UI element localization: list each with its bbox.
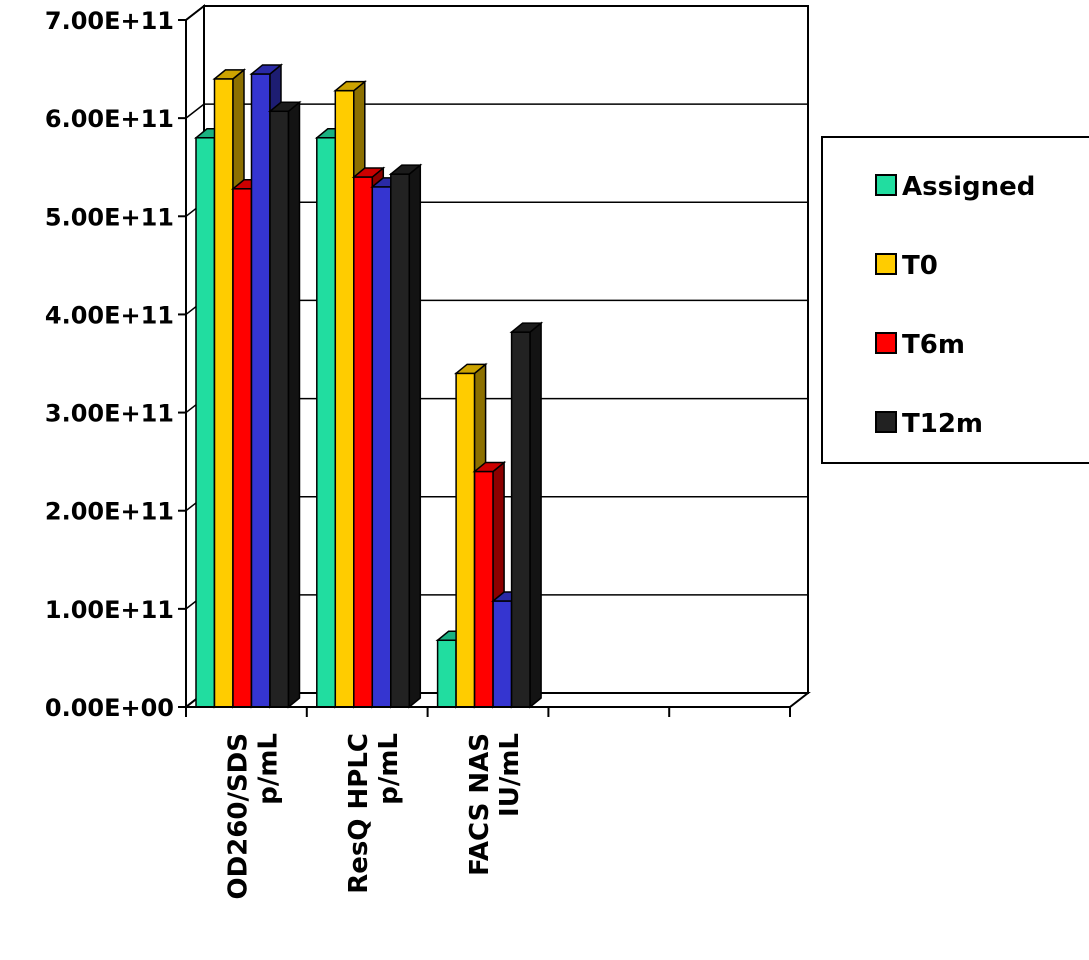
bar-top	[267, 101, 302, 113]
bar-front	[269, 110, 290, 708]
y-tick-label: 3.00E+11	[45, 400, 174, 428]
bar-top	[333, 80, 367, 92]
legend-label-t12m: T12m	[902, 409, 983, 439]
legend: Assigned T0 T6m T12m	[821, 136, 1089, 464]
bar-front	[232, 188, 253, 708]
bar-front	[492, 600, 513, 708]
x-category-label-line: p/mL	[374, 733, 404, 805]
y-tick-label: 6.00E+11	[45, 105, 174, 133]
y-tick-label: 5.00E+11	[45, 203, 174, 231]
bar-front	[436, 639, 457, 708]
y-tick-label: 1.00E+11	[45, 596, 174, 624]
y-tick-label: 4.00E+11	[45, 301, 174, 329]
bar-side	[529, 321, 542, 709]
x-category-label: ResQ HPLCp/mL	[344, 733, 404, 894]
bar-side	[287, 100, 301, 709]
bar-front	[390, 173, 411, 708]
bar-t12m-1	[388, 163, 423, 709]
x-category-label: OD260/SDSp/mL	[223, 733, 283, 900]
bar-front	[371, 186, 392, 708]
y-axis-ticks: 0.00E+00 1.00E+11 2.00E+11 3.00E+11 4.00E+11…	[45, 7, 186, 722]
bar-front	[195, 137, 216, 708]
legend-swatch-assigned	[875, 174, 897, 196]
bar-top	[472, 461, 507, 473]
bar-front	[473, 470, 494, 708]
bar-front	[250, 73, 271, 708]
legend-swatch-t0	[875, 253, 897, 275]
y-tick-label: 2.00E+11	[45, 498, 174, 526]
x-category-label-line: ResQ HPLC	[344, 733, 374, 894]
y-tick-label: 7.00E+11	[45, 7, 174, 35]
bars-group	[193, 63, 544, 709]
x-category-label-line: OD260/SDS	[223, 733, 253, 900]
y-tick-label: 0.00E+00	[45, 694, 174, 722]
bar-top	[212, 69, 247, 80]
back-wall	[203, 5, 809, 694]
gridline	[185, 103, 808, 119]
x-category-label: FACS NASIU/mL	[465, 733, 525, 876]
legend-label-t6m: T6m	[902, 330, 965, 360]
x-category-label-line: p/mL	[253, 733, 283, 805]
bar-side	[408, 163, 422, 709]
x-category-label-line: FACS NAS	[465, 733, 495, 876]
bar-top	[249, 64, 284, 75]
chart-walls	[183, 3, 811, 710]
bar-front	[213, 78, 234, 708]
bar-t12m-0	[267, 100, 302, 709]
legend-label-assigned: Assigned	[902, 172, 1035, 202]
legend-label-t0: T0	[902, 251, 938, 281]
bar-front	[316, 137, 337, 708]
bar-t12m-2	[509, 321, 544, 709]
bar-front	[353, 176, 374, 708]
bar-top	[509, 322, 544, 333]
x-category-label-line: IU/mL	[495, 733, 525, 817]
gridline	[185, 5, 808, 21]
bar-front	[510, 331, 531, 708]
bar-top	[388, 164, 423, 175]
axes	[185, 20, 790, 708]
legend-swatch-t12m	[875, 411, 897, 433]
legend-swatch-t6m	[875, 332, 897, 354]
bar-top	[453, 363, 488, 375]
bar-front	[334, 89, 355, 708]
x-axis-categories: OD260/SDSp/mL ResQ HPLCp/mL FACS NASIU/mL	[185, 707, 791, 900]
bar-top	[351, 167, 386, 178]
legend-box	[821, 136, 1089, 464]
bar-front	[455, 372, 476, 708]
